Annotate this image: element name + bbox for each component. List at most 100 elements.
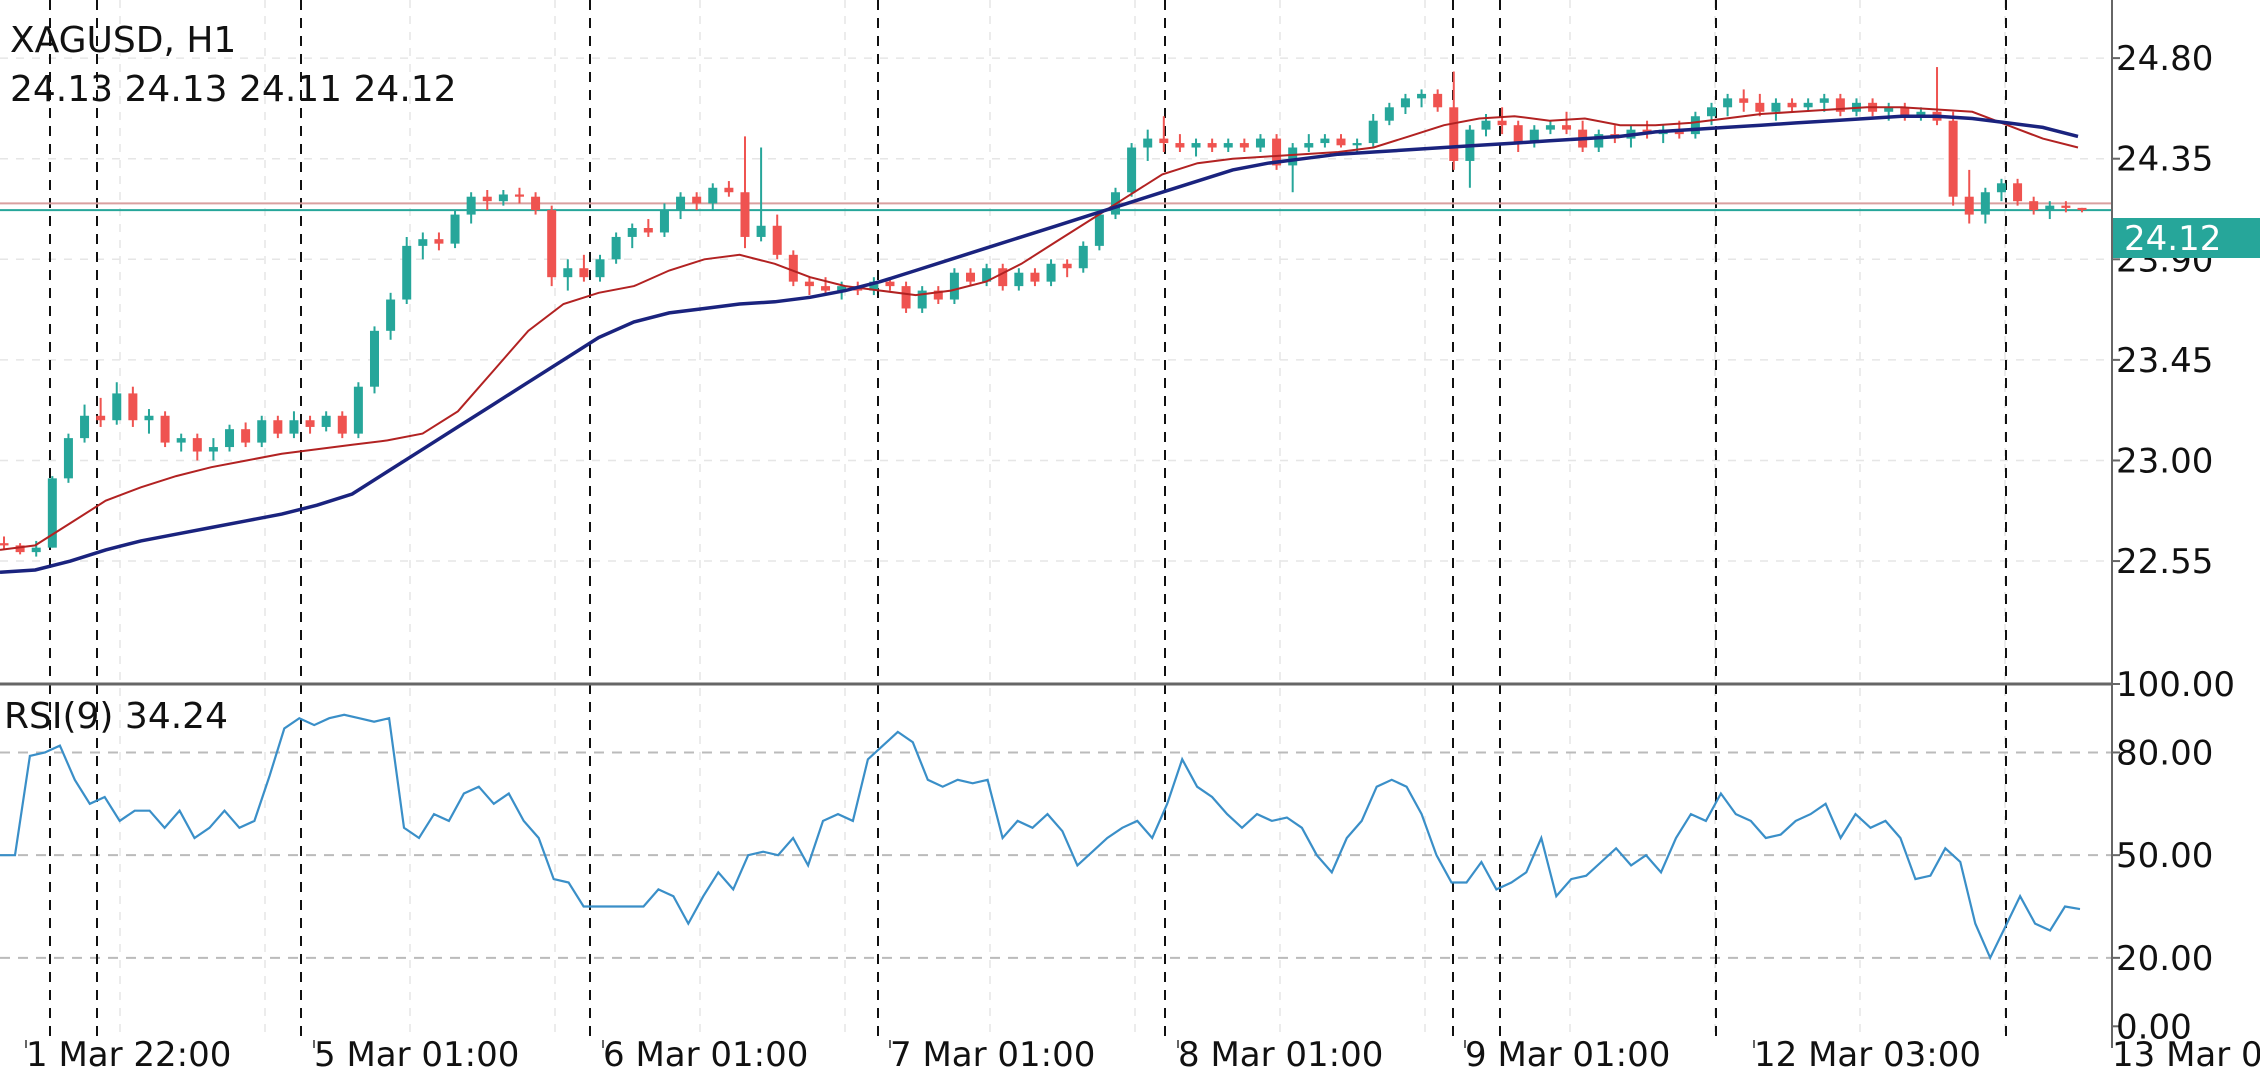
candle-body[interactable] bbox=[1336, 138, 1346, 146]
candle-body[interactable] bbox=[1545, 125, 1555, 130]
candle-body[interactable] bbox=[1739, 98, 1749, 103]
candle-body[interactable] bbox=[643, 228, 653, 233]
candle-body[interactable] bbox=[885, 281, 895, 287]
candle-body[interactable] bbox=[1304, 143, 1314, 148]
candle-body[interactable] bbox=[772, 225, 782, 255]
candle-body[interactable] bbox=[241, 429, 251, 443]
candle-body[interactable] bbox=[466, 196, 476, 215]
candle-body[interactable] bbox=[1030, 272, 1040, 282]
candle-body[interactable] bbox=[1996, 183, 2006, 193]
candle-body[interactable] bbox=[804, 281, 814, 287]
candle-body[interactable] bbox=[2045, 205, 2055, 211]
candle-body[interactable] bbox=[1771, 102, 1781, 112]
candle-body[interactable] bbox=[369, 330, 379, 387]
candle-body[interactable] bbox=[386, 299, 396, 331]
time-axis[interactable]: 1 Mar 22:00 5 Mar 01:00 6 Mar 01:00 7 Mar 0… bbox=[25, 1035, 2260, 1075]
candle-body[interactable] bbox=[15, 545, 25, 553]
candle-body[interactable] bbox=[337, 415, 347, 434]
candle-body[interactable] bbox=[901, 286, 911, 309]
candle-body[interactable] bbox=[1900, 107, 1910, 117]
candle-body[interactable] bbox=[595, 259, 605, 278]
candle-body[interactable] bbox=[869, 281, 879, 291]
candle-body[interactable] bbox=[821, 286, 831, 291]
candle-body[interactable] bbox=[1320, 138, 1330, 144]
candle-body[interactable] bbox=[1948, 120, 1958, 197]
candle-body[interactable] bbox=[1835, 98, 1845, 112]
candle-body[interactable] bbox=[1127, 147, 1137, 193]
candle-body[interactable] bbox=[1400, 98, 1410, 108]
candle-body[interactable] bbox=[192, 438, 202, 452]
candle-body[interactable] bbox=[1707, 107, 1717, 117]
candle-body[interactable] bbox=[1094, 214, 1104, 246]
candle-body[interactable] bbox=[1884, 107, 1894, 112]
candle-body[interactable] bbox=[305, 420, 315, 427]
candle-body[interactable] bbox=[450, 214, 460, 244]
candle-body[interactable] bbox=[1223, 143, 1233, 148]
candle-body[interactable] bbox=[547, 210, 557, 278]
candle-body[interactable] bbox=[1513, 125, 1523, 144]
candle-body[interactable] bbox=[1980, 192, 1990, 215]
candle-body[interactable] bbox=[96, 415, 106, 421]
candle-body[interactable] bbox=[289, 420, 299, 434]
candle-body[interactable] bbox=[1239, 143, 1249, 148]
candle-body[interactable] bbox=[1014, 272, 1024, 287]
candle-body[interactable] bbox=[1368, 120, 1378, 144]
candle-body[interactable] bbox=[692, 196, 702, 204]
candle-body[interactable] bbox=[1449, 107, 1459, 161]
candle-body[interactable] bbox=[708, 187, 718, 204]
candle-body[interactable] bbox=[966, 272, 976, 282]
candle-body[interactable] bbox=[1529, 129, 1539, 144]
candle-body[interactable] bbox=[740, 192, 750, 237]
candle-body[interactable] bbox=[1078, 245, 1088, 269]
candle-body[interactable] bbox=[1207, 143, 1217, 148]
candle-body[interactable] bbox=[353, 386, 363, 434]
candle-body[interactable] bbox=[273, 420, 283, 434]
candle-body[interactable] bbox=[2013, 183, 2023, 202]
candle-body[interactable] bbox=[498, 194, 508, 202]
candle-body[interactable] bbox=[1562, 125, 1572, 130]
candle-body[interactable] bbox=[1755, 102, 1765, 112]
candle-body[interactable] bbox=[1497, 120, 1507, 126]
candle-body[interactable] bbox=[434, 239, 444, 244]
candle-body[interactable] bbox=[144, 415, 154, 421]
candle-body[interactable] bbox=[982, 268, 992, 282]
candle-body[interactable] bbox=[998, 268, 1008, 287]
candle-body[interactable] bbox=[756, 225, 766, 237]
candle-body[interactable] bbox=[257, 420, 267, 443]
candle-body[interactable] bbox=[112, 393, 122, 421]
candle-body[interactable] bbox=[627, 228, 637, 237]
candle-body[interactable] bbox=[2077, 207, 2087, 211]
candle-body[interactable] bbox=[1481, 120, 1491, 130]
candle-body[interactable] bbox=[1964, 196, 1974, 215]
candle-body[interactable] bbox=[1288, 147, 1298, 166]
candle-body[interactable] bbox=[837, 286, 847, 291]
candle-body[interactable] bbox=[611, 236, 621, 260]
candle-body[interactable] bbox=[1417, 93, 1427, 99]
candle-body[interactable] bbox=[63, 438, 73, 479]
candle-body[interactable] bbox=[1352, 143, 1362, 146]
candle-body[interactable] bbox=[1062, 263, 1072, 269]
candle-body[interactable] bbox=[418, 239, 428, 246]
candle-body[interactable] bbox=[917, 290, 927, 309]
candle-body[interactable] bbox=[949, 272, 959, 300]
candle-body[interactable] bbox=[1594, 134, 1604, 148]
candle-body[interactable] bbox=[788, 254, 798, 282]
candle-body[interactable] bbox=[176, 438, 186, 443]
candle-body[interactable] bbox=[676, 196, 686, 211]
candle-body[interactable] bbox=[208, 447, 218, 452]
candle-body[interactable] bbox=[514, 194, 524, 197]
candle-body[interactable] bbox=[1046, 263, 1056, 282]
candle-body[interactable] bbox=[1819, 98, 1829, 103]
candle-body[interactable] bbox=[2061, 205, 2071, 208]
candle-body[interactable] bbox=[1803, 102, 1813, 108]
candle-body[interactable] bbox=[128, 393, 138, 421]
candle-body[interactable] bbox=[1916, 111, 1926, 117]
candle-body[interactable] bbox=[1787, 102, 1797, 108]
candle-body[interactable] bbox=[1384, 107, 1394, 121]
candle-body[interactable] bbox=[933, 290, 943, 300]
candle-body[interactable] bbox=[31, 547, 41, 553]
candle-body[interactable] bbox=[1272, 138, 1282, 166]
candle-body[interactable] bbox=[225, 429, 235, 448]
